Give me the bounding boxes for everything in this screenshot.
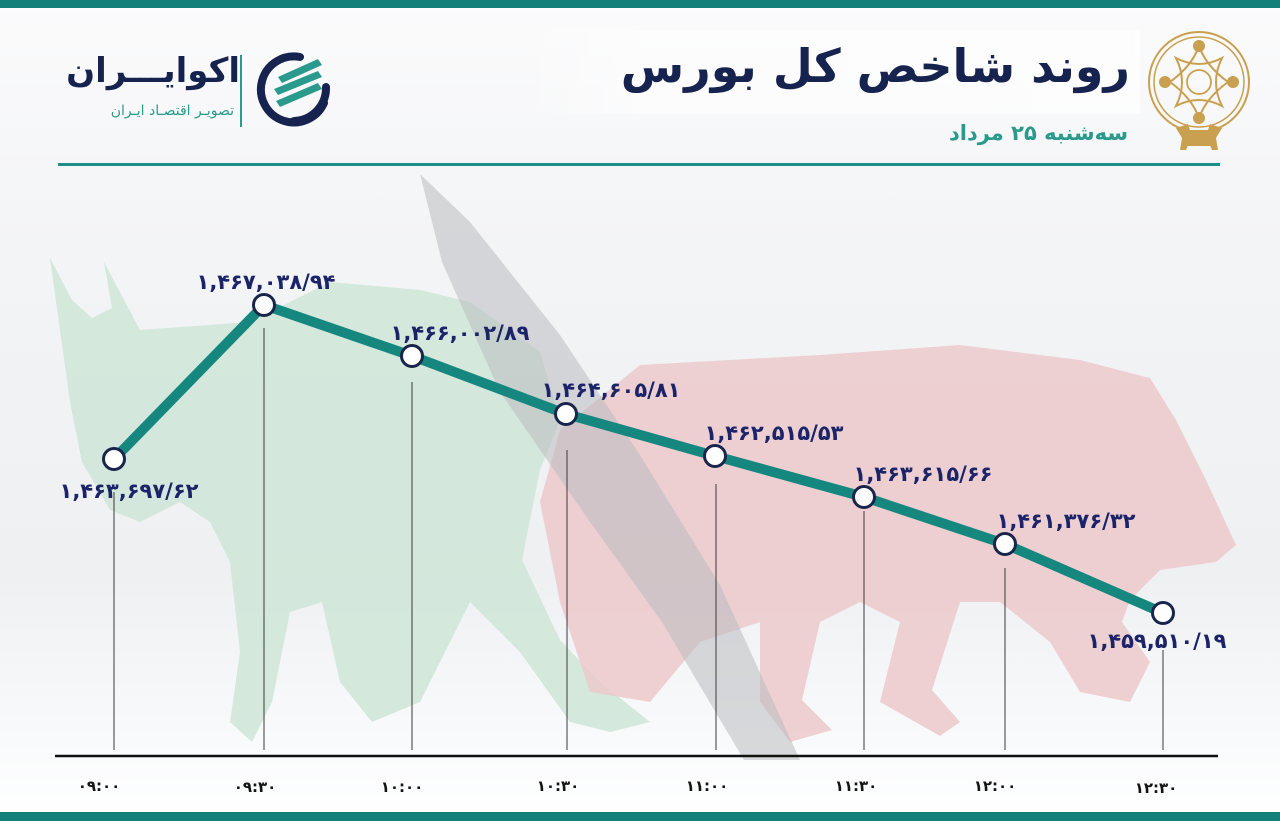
arrow-silhouette-icon (420, 174, 800, 760)
data-point (554, 402, 578, 426)
point-value-label: ۱,۴۶۲,۵۱۵/۵۳ (705, 421, 844, 445)
point-value-label: ۱,۴۶۴,۶۰۵/۸۱ (542, 378, 681, 402)
date-subtitle: سه‌شنبه ۲۵ مرداد (948, 121, 1128, 145)
point-value-label: ۱,۴۶۶,۰۰۲/۸۹ (391, 321, 530, 345)
brand-name: اکوایـــران (66, 51, 240, 91)
x-tick-label: ۰۹:۳۰ (234, 778, 277, 796)
data-point (852, 485, 876, 509)
data-point (1151, 601, 1175, 625)
x-tick-label: ۱۱:۰۰ (686, 777, 729, 795)
x-tick-label: ۰۹:۰۰ (78, 777, 121, 795)
point-value-label: ۱,۴۶۳,۶۱۵/۶۶ (854, 462, 993, 486)
point-value-label: ۱,۴۵۹,۵۱۰/۱۹ (1088, 629, 1227, 653)
header-divider (58, 163, 1220, 166)
drop-lines (113, 328, 1164, 750)
point-value-label: ۱,۴۶۱,۳۷۶/۳۲ (997, 509, 1136, 533)
data-point (993, 532, 1017, 556)
point-value-label: ۱,۴۶۳,۶۹۷/۶۲ (60, 479, 199, 503)
brand-logo: اکوایـــران تصویـر اقتصـاد ایـران (66, 45, 340, 135)
brand-tagline: تصویـر اقتصـاد ایـران (110, 103, 234, 119)
ecoiran-logo-icon (256, 52, 330, 127)
stock-exchange-emblem-icon (1148, 31, 1250, 150)
title-panel (520, 30, 1140, 114)
x-tick-label: ۱۱:۳۰ (835, 777, 878, 795)
x-tick-label: ۱۲:۳۰ (1135, 779, 1178, 797)
x-tick-label: ۱۲:۰۰ (974, 777, 1017, 795)
bottom-accent-bar (0, 812, 1280, 821)
x-tick-label: ۱۰:۰۰ (381, 778, 424, 796)
page-title: روند شاخص کل بورس (620, 39, 1130, 93)
data-point (400, 344, 424, 368)
index-series-line (109, 300, 1168, 618)
data-point (102, 447, 126, 471)
x-tick-label: ۱۰:۳۰ (537, 777, 580, 795)
brand-separator (240, 55, 242, 127)
data-point (703, 444, 727, 468)
data-point (252, 293, 276, 317)
top-accent-bar (0, 0, 1280, 8)
point-value-label: ۱,۴۶۷,۰۳۸/۹۴ (197, 270, 336, 294)
data-points (102, 293, 1175, 625)
